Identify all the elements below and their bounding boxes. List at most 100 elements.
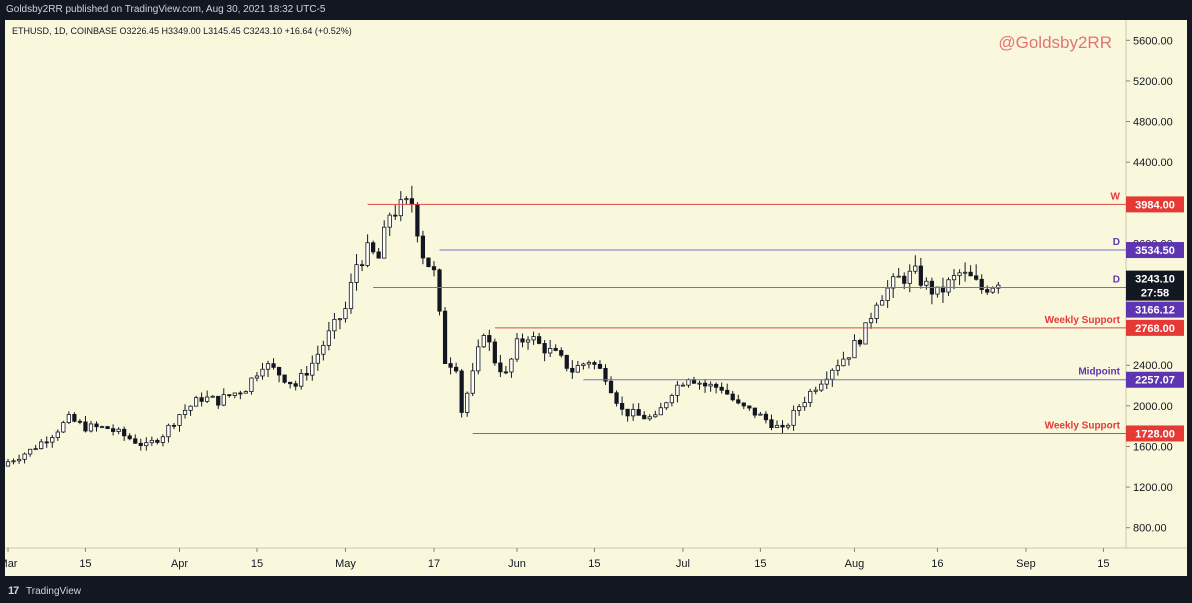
candle-body bbox=[575, 365, 580, 373]
candle-body bbox=[72, 414, 77, 422]
candle-body bbox=[470, 370, 475, 394]
candle-body bbox=[758, 413, 763, 416]
candle-body bbox=[238, 392, 243, 395]
candle-body bbox=[337, 318, 343, 321]
candle-body bbox=[33, 448, 38, 451]
candle-body bbox=[725, 389, 730, 395]
x-tick-label: May bbox=[335, 558, 356, 570]
candle-body bbox=[28, 448, 33, 455]
candle-body bbox=[708, 383, 713, 387]
level-price-tag-text: 2768.00 bbox=[1135, 323, 1175, 335]
x-tick-label: 15 bbox=[754, 558, 766, 570]
candle-body bbox=[5, 461, 11, 467]
candle-body bbox=[907, 270, 912, 284]
candle-body bbox=[702, 382, 708, 387]
candle-body bbox=[857, 339, 863, 345]
level-label: W bbox=[1111, 191, 1121, 202]
candle-body bbox=[913, 265, 918, 272]
candle-body bbox=[271, 363, 276, 368]
candle-body bbox=[431, 266, 437, 271]
time-axis[interactable] bbox=[5, 548, 1187, 576]
candle-body bbox=[846, 357, 852, 360]
candle-body bbox=[177, 414, 182, 426]
candle-body bbox=[44, 441, 49, 444]
candle-body bbox=[570, 367, 575, 373]
candle-body bbox=[348, 282, 354, 309]
candle-body bbox=[365, 242, 370, 266]
candle-body bbox=[88, 423, 94, 432]
x-tick-label: Jun bbox=[508, 558, 526, 570]
x-tick-label: Aug bbox=[845, 558, 865, 570]
candle-body bbox=[326, 330, 331, 346]
candle-body bbox=[642, 414, 647, 420]
candle-body bbox=[265, 363, 271, 370]
candle-body bbox=[476, 346, 481, 372]
candle-body bbox=[293, 383, 298, 387]
candle-body bbox=[481, 335, 486, 348]
candle-body bbox=[868, 318, 874, 324]
candle-body bbox=[83, 421, 88, 432]
candle-body bbox=[50, 437, 55, 443]
candle-body bbox=[531, 336, 536, 341]
candle-body bbox=[376, 251, 381, 259]
candle-body bbox=[110, 428, 116, 432]
candle-body bbox=[891, 276, 896, 289]
level-label: Midpoint bbox=[1078, 367, 1120, 378]
level-price-tag bbox=[1126, 371, 1184, 388]
candle-body bbox=[653, 414, 658, 418]
candle-body bbox=[321, 344, 326, 355]
candle-body bbox=[985, 289, 990, 293]
candle-body bbox=[686, 379, 691, 386]
candle-body bbox=[210, 395, 215, 398]
candle-body bbox=[785, 424, 791, 428]
candle-body bbox=[359, 264, 365, 267]
candle-body bbox=[514, 338, 520, 360]
candle-body bbox=[105, 426, 110, 430]
candle-body bbox=[769, 419, 774, 428]
candle-body bbox=[819, 383, 824, 391]
candle-body bbox=[841, 358, 846, 367]
candle-body bbox=[66, 414, 71, 423]
candle-body bbox=[802, 402, 807, 408]
tradingview-brand: TradingView bbox=[26, 586, 82, 597]
candle-body bbox=[205, 396, 210, 402]
candle-body bbox=[608, 380, 614, 394]
candle-body bbox=[487, 335, 492, 343]
candle-body bbox=[299, 373, 304, 387]
y-tick-label: 2000.00 bbox=[1133, 401, 1173, 413]
candle-body bbox=[852, 339, 857, 359]
candle-body bbox=[918, 265, 923, 286]
candle-body bbox=[536, 336, 542, 344]
candle-body bbox=[133, 438, 138, 444]
level-price-tag-text: 1728.00 bbox=[1135, 428, 1175, 440]
candle-body bbox=[232, 392, 237, 396]
candle-body bbox=[946, 279, 951, 293]
candle-body bbox=[221, 394, 226, 406]
candle-body bbox=[542, 343, 547, 354]
candle-body bbox=[454, 366, 459, 372]
candle-body bbox=[736, 399, 741, 404]
candle-body bbox=[254, 375, 260, 379]
candle-body bbox=[625, 408, 630, 417]
candle-body bbox=[830, 369, 835, 380]
plot-area[interactable] bbox=[5, 20, 1126, 548]
candle-body bbox=[442, 310, 448, 364]
candle-body bbox=[304, 373, 309, 376]
candle-body bbox=[979, 278, 984, 290]
candle-body bbox=[752, 407, 757, 416]
candle-body bbox=[791, 409, 796, 426]
level-price-tag bbox=[1126, 196, 1184, 213]
candle-body bbox=[797, 406, 802, 411]
x-ticks-layer: Mar 15 Apr 15 May 17 Jun 15 Jul 15 Aug 16 Sep 15 bbox=[0, 548, 1110, 570]
y-tick-label: 2400.00 bbox=[1133, 360, 1173, 372]
x-tick-label: Sep bbox=[1016, 558, 1036, 570]
symbol-info: ETHUSD, 1D, COINBASE O3226.45 H3349.00 L… bbox=[12, 26, 352, 36]
y-tick-label: 5200.00 bbox=[1133, 76, 1173, 88]
candle-body bbox=[243, 391, 249, 394]
candle-body bbox=[719, 386, 724, 391]
y-tick-label: 4400.00 bbox=[1133, 157, 1173, 169]
level-label: D bbox=[1113, 237, 1120, 248]
level-label: Weekly Support bbox=[1045, 315, 1121, 326]
levels-layer: W D D Weekly Support Midpoint Weekly Support bbox=[367, 191, 1126, 434]
